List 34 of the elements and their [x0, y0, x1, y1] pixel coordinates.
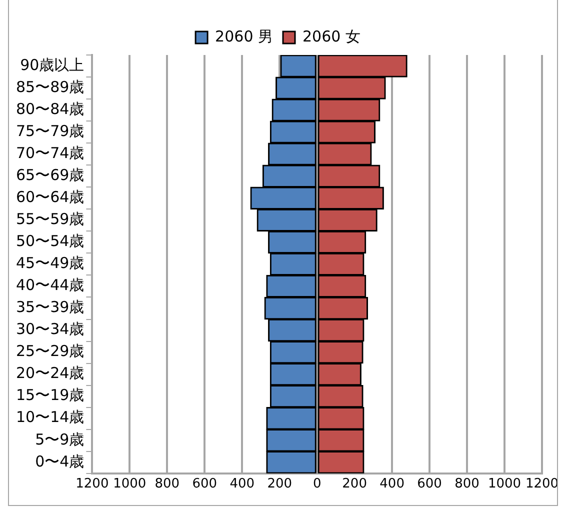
x-tick-label: 1000 [113, 476, 146, 492]
x-tick-label: 0 [312, 476, 322, 492]
y-tick-label: 30〜34歳 [16, 320, 84, 338]
y-tick-label: 20〜24歳 [16, 364, 84, 382]
x-tick-label: 1000 [488, 476, 522, 492]
y-tick-label: 5〜9歳 [35, 430, 84, 448]
x-tick-label: 600 [192, 476, 218, 492]
y-tick-label: 40〜44歳 [16, 276, 84, 294]
y-tick-label: 80〜84歳 [16, 100, 84, 118]
x-tick-label: 200 [267, 476, 292, 492]
x-tick-label: 1200 [525, 476, 559, 492]
y-tick-label: 55〜59歳 [16, 210, 84, 228]
y-tick-label: 15〜19歳 [16, 386, 84, 404]
x-tick-label: 200 [342, 476, 367, 492]
y-tick-label: 50〜54歳 [16, 232, 84, 250]
legend-label: 2060 女 [302, 27, 360, 46]
y-tick-label: 35〜39歳 [16, 298, 84, 316]
x-tick-label: 800 [154, 476, 180, 492]
y-tick-label: 70〜74歳 [16, 144, 84, 162]
x-tick-label: 1200 [76, 476, 109, 492]
x-tick-label: 600 [417, 476, 442, 492]
x-tick-label: 800 [454, 476, 480, 492]
y-tick-label: 75〜79歳 [16, 122, 84, 140]
x-tick-label: 400 [230, 476, 255, 492]
y-tick-label: 45〜49歳 [16, 254, 84, 272]
y-tick-label: 85〜89歳 [16, 78, 84, 96]
y-tick-label: 10〜14歳 [16, 408, 84, 426]
y-tick-label: 90歳以上 [20, 56, 84, 74]
y-tick-label: 25〜29歳 [16, 342, 84, 360]
y-tick-label: 0〜4歳 [35, 452, 84, 470]
y-tick-label: 60〜64歳 [16, 188, 84, 206]
legend-label: 2060 男 [215, 27, 274, 46]
x-tick-label: 400 [380, 476, 404, 492]
y-tick-label: 65〜69歳 [16, 166, 84, 184]
